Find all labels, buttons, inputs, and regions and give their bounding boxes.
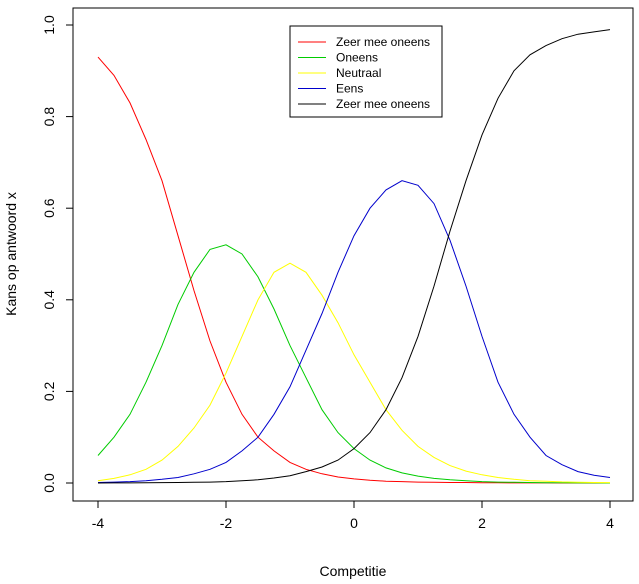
x-axis: -4 -2 0 2 4 [92, 500, 614, 531]
x-tick-label: 4 [606, 515, 614, 531]
y-tick-label: 1.0 [41, 15, 57, 35]
legend-label-5: Zeer mee oneens [336, 97, 430, 111]
x-tick-label: -2 [220, 515, 233, 531]
y-tick-label: 0.0 [41, 473, 57, 493]
x-tick-label: 2 [478, 515, 486, 531]
y-tick-label: 0.4 [41, 290, 57, 310]
y-tick-label: 0.8 [41, 107, 57, 127]
legend-label-4: Eens [336, 82, 363, 96]
x-tick-label: 0 [350, 515, 358, 531]
legend-label-1: Zeer mee oneens [336, 35, 430, 49]
series-line-4 [97, 180, 611, 483]
y-axis-title: Kans op antwoord x [3, 192, 19, 316]
legend-label-2: Oneens [336, 51, 378, 65]
y-tick-label: 0.6 [41, 198, 57, 218]
series-line-3 [97, 262, 611, 484]
y-tick-label: 0.2 [41, 381, 57, 401]
x-tick-label: -4 [92, 515, 105, 531]
legend-label-3: Neutraal [336, 66, 381, 80]
x-axis-title: Competitie [320, 563, 387, 579]
legend-box [289, 25, 443, 118]
series-line-5 [97, 29, 611, 484]
y-axis: 0.0 0.2 0.4 0.6 0.8 1.0 [41, 15, 74, 493]
series-layer [97, 29, 611, 484]
